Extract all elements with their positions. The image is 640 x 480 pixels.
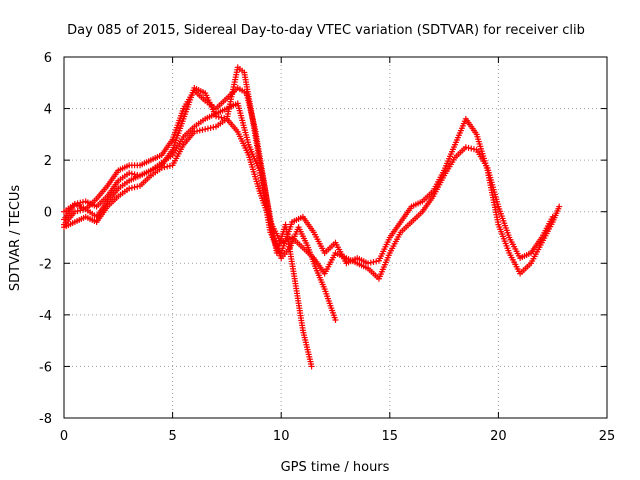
- data-point: [194, 128, 201, 135]
- data-point: [131, 171, 138, 178]
- x-tick-label: 0: [60, 429, 68, 444]
- data-point: [470, 146, 477, 153]
- x-tick-label: 25: [599, 429, 616, 444]
- data-point: [204, 125, 211, 132]
- gridlines: [64, 57, 607, 418]
- data-point: [462, 144, 469, 151]
- data-point: [71, 208, 78, 215]
- data-point: [128, 184, 135, 191]
- y-tick-label: -6: [39, 360, 52, 375]
- data-points: [61, 64, 563, 370]
- data-point: [74, 200, 81, 207]
- data-point: [199, 126, 206, 133]
- data-point: [373, 258, 380, 265]
- data-point: [80, 206, 87, 213]
- x-axis-label: GPS time / hours: [281, 460, 390, 475]
- data-point: [332, 317, 339, 324]
- data-point: [367, 259, 374, 266]
- data-point: [218, 114, 225, 121]
- data-point: [207, 124, 214, 131]
- x-tick-label: 10: [273, 429, 290, 444]
- data-point: [74, 208, 81, 215]
- data-point: [161, 164, 168, 171]
- data-point: [131, 184, 138, 191]
- axes: 0 5 10 15 20 25 -8 -6 -4 -2 0 2 4 6: [39, 51, 615, 444]
- x-tick-label: 20: [490, 429, 507, 444]
- data-point: [71, 200, 78, 207]
- data-point: [370, 258, 377, 265]
- data-point: [308, 363, 315, 370]
- x-tick-label: 5: [168, 429, 176, 444]
- data-point: [77, 199, 84, 206]
- data-point: [77, 207, 84, 214]
- data-point: [202, 126, 209, 133]
- data-point: [365, 260, 372, 267]
- data-point: [468, 145, 475, 152]
- data-point: [210, 124, 217, 131]
- y-tick-label: -8: [39, 412, 52, 427]
- x-tick-label: 15: [382, 429, 399, 444]
- y-tick-label: 2: [44, 154, 52, 169]
- data-point: [126, 170, 133, 177]
- data-point: [166, 162, 173, 169]
- data-point: [158, 164, 165, 171]
- data-point: [465, 144, 472, 151]
- data-point: [134, 183, 141, 190]
- data-point: [556, 203, 563, 210]
- y-tick-label: -2: [39, 257, 52, 272]
- y-tick-label: -4: [39, 309, 52, 324]
- y-tick-label: 6: [44, 51, 52, 66]
- data-point: [164, 163, 171, 170]
- y-tick-label: 0: [44, 206, 52, 221]
- data-point: [128, 170, 135, 177]
- y-axis-label: SDTVAR / TECUs: [8, 185, 23, 292]
- chart-title: Day 085 of 2015, Sidereal Day-to-day VTE…: [67, 23, 585, 38]
- data-point: [191, 128, 198, 135]
- data-point: [196, 127, 203, 134]
- data-point: [126, 185, 133, 192]
- y-tick-label: 4: [44, 103, 52, 118]
- plot-frame: [63, 56, 608, 419]
